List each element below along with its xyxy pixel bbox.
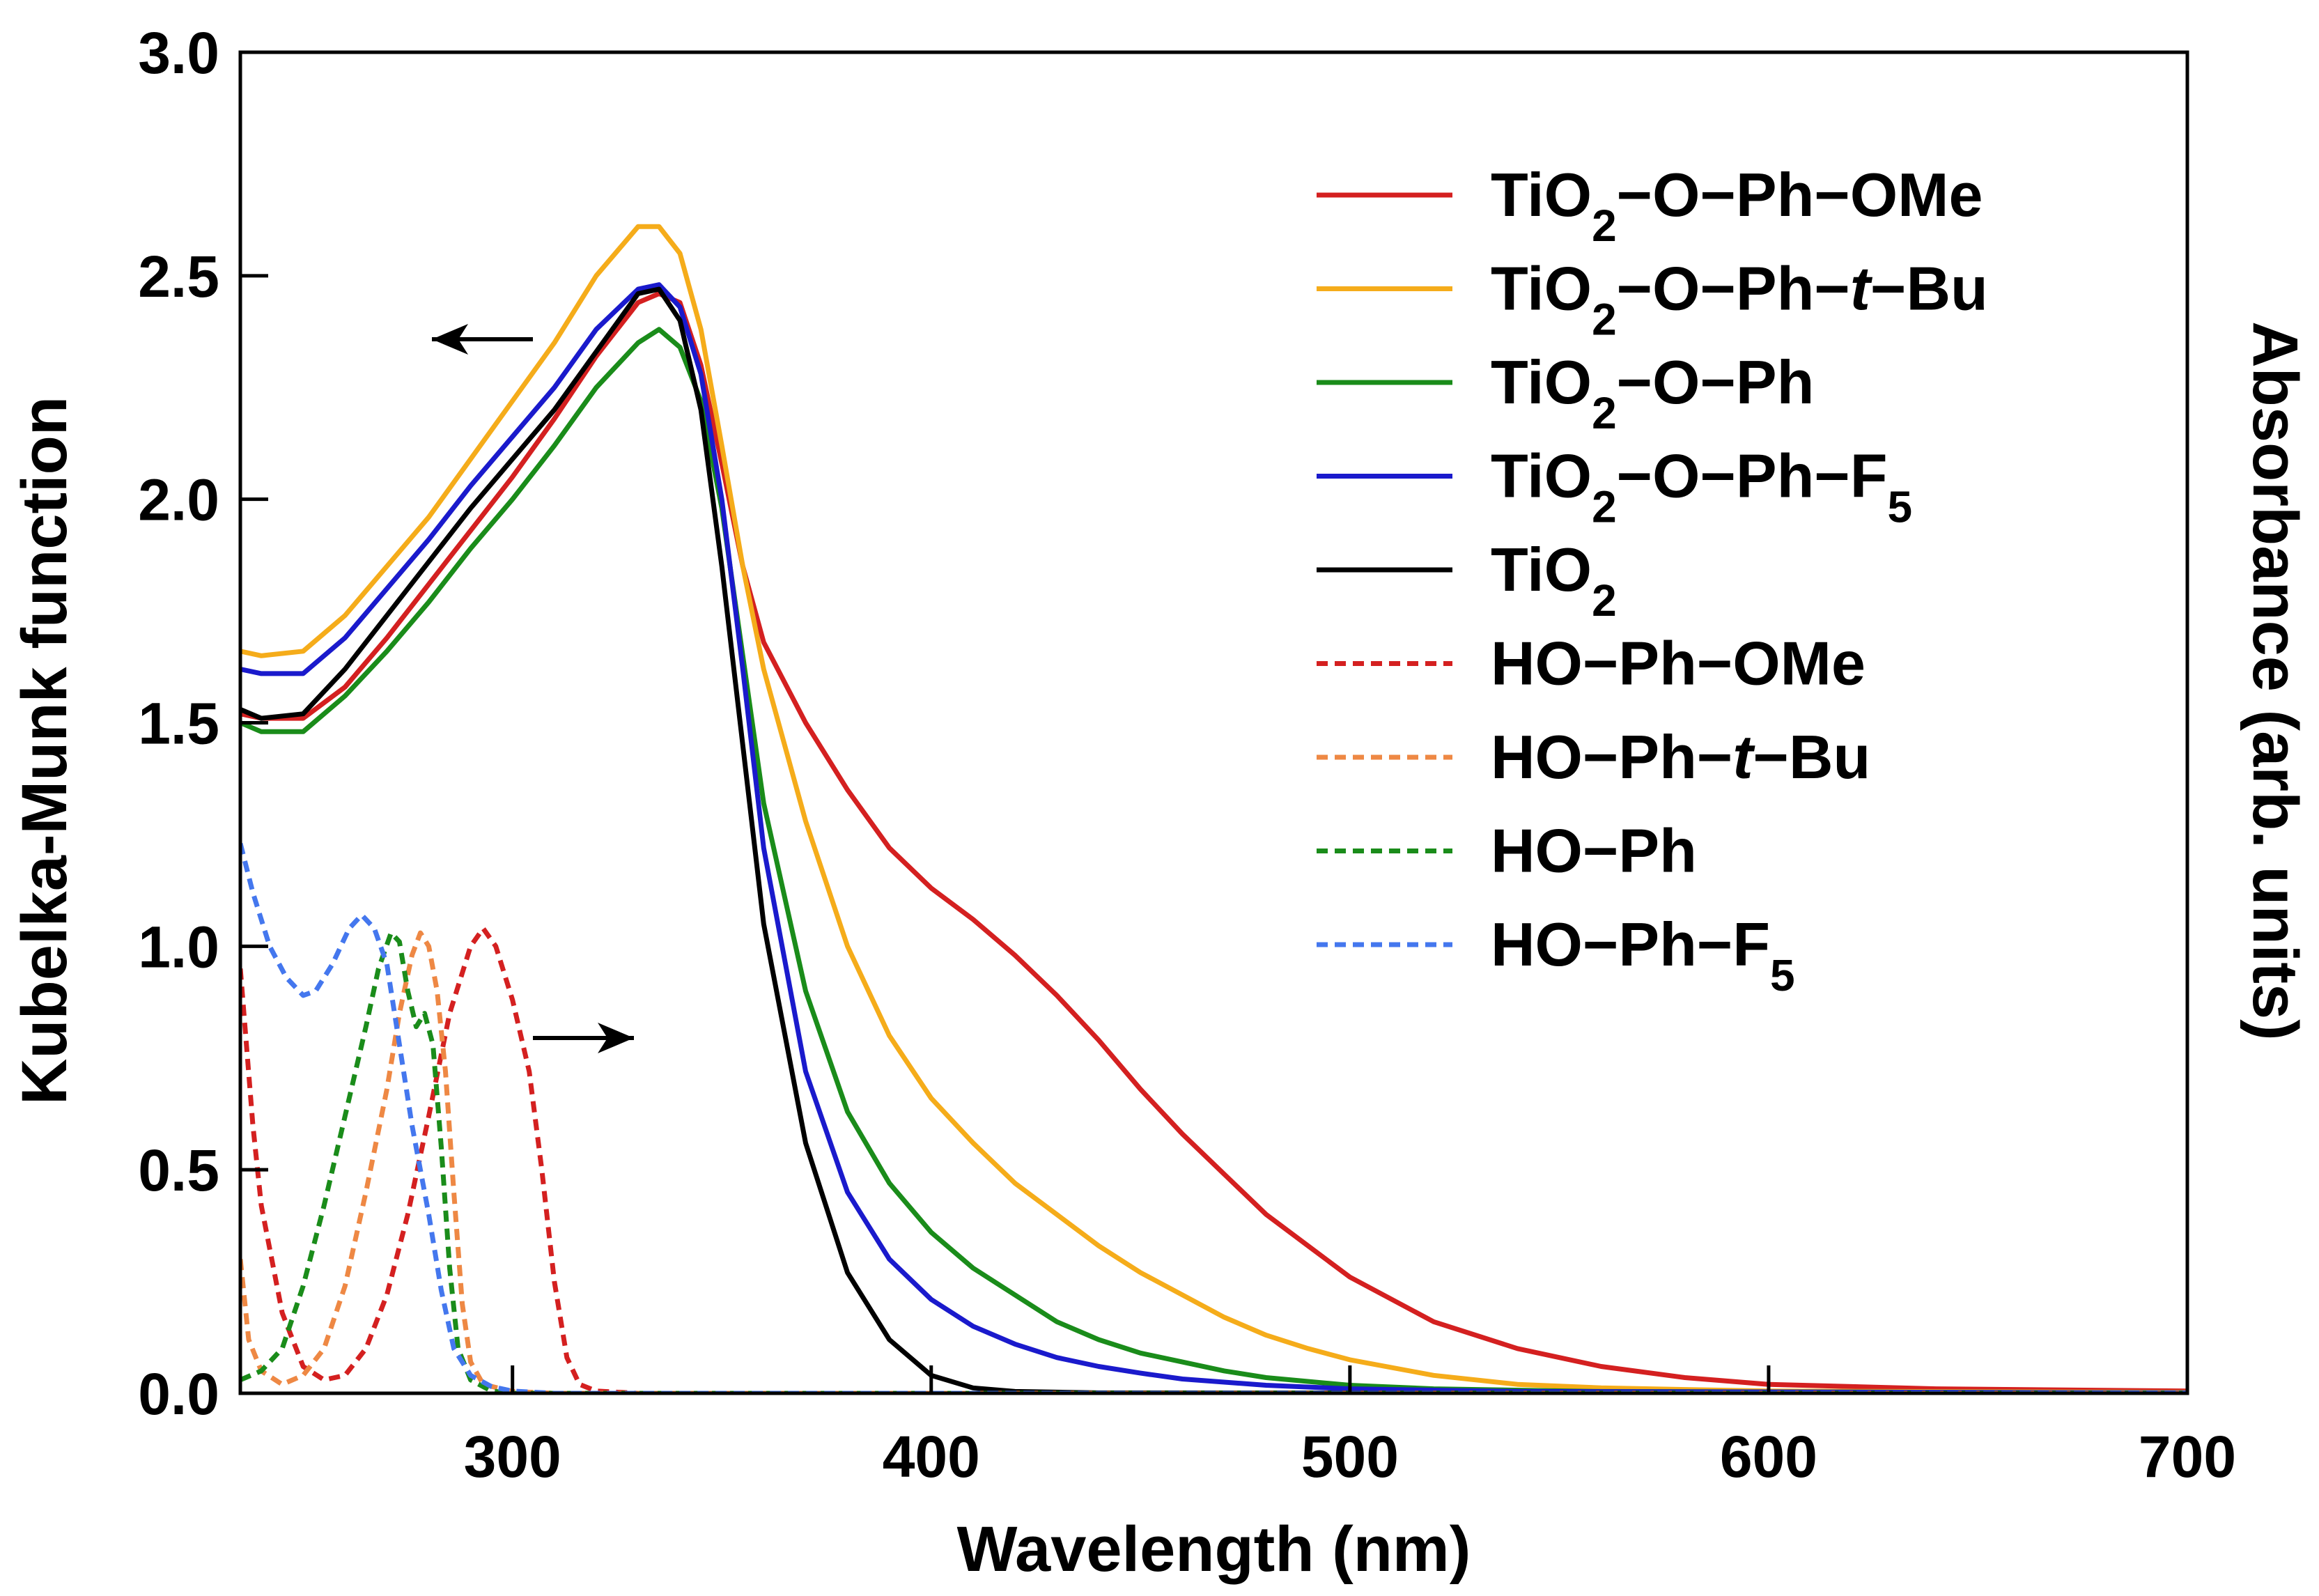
legend-label-2: TiO2−O−Ph: [1491, 348, 1814, 438]
y-tick-label: 0.5: [138, 1138, 219, 1203]
series-line-1: [240, 224, 2187, 1393]
series-line-4: [240, 286, 2187, 1393]
series-line-3: [240, 282, 2187, 1393]
labels-layer: 300 400 500 600 700 0.0 0.5 1.0 1.5 2.0 2.5 3.0: [138, 20, 2236, 1489]
y-tick-label: 1.0: [138, 914, 219, 979]
right-arrow-head: [598, 1023, 634, 1053]
series-line-6: [240, 930, 2187, 1393]
legend-label-4: TiO2: [1491, 535, 1617, 626]
y-tick-label: 2.5: [138, 244, 219, 309]
left-arrow-head: [432, 324, 468, 355]
series-layer: [240, 224, 2187, 1393]
legend-label-5: HO−Ph−OMe: [1491, 629, 1866, 698]
legend-label-6: HO−Ph−t−Bu: [1491, 722, 1870, 791]
series-line-8: [240, 842, 2187, 1393]
series-line-2: [240, 327, 2187, 1393]
arrows-layer: [432, 324, 634, 1053]
series-line-5: [240, 926, 2187, 1393]
y-tick-label: 1.5: [138, 691, 219, 757]
y-tick-label: 0.0: [138, 1361, 219, 1427]
y2-axis-label: Absorbance (arb. units): [2240, 321, 2311, 1041]
y-tick-label: 2.0: [138, 467, 219, 533]
x-tick-label: 300: [464, 1424, 561, 1489]
ticks-layer: [240, 50, 2189, 1395]
legend-label-8: HO−Ph−F5: [1491, 910, 1795, 1000]
series-line-7: [240, 930, 2187, 1393]
y-axis-label: Kubelka-Munk function: [9, 396, 80, 1105]
y-tick-label: 3.0: [138, 20, 219, 86]
legend-label-7: HO−Ph: [1491, 816, 1697, 885]
legend-label-3: TiO2−O−Ph−F5: [1491, 442, 1912, 532]
x-tick-label: 600: [1720, 1424, 1817, 1489]
x-tick-label: 500: [1301, 1424, 1399, 1489]
x-tick-label: 700: [2139, 1424, 2236, 1489]
x-axis-label: Wavelength (nm): [957, 1514, 1471, 1585]
series-line-0: [240, 291, 2187, 1393]
legend: TiO2−O−Ph−OMeTiO2−O−Ph−t−BuTiO2−O−PhTiO2…: [1317, 160, 1988, 1000]
x-tick-label: 400: [883, 1424, 980, 1489]
legend-label-1: TiO2−O−Ph−t−Bu: [1491, 254, 1988, 345]
legend-label-0: TiO2−O−Ph−OMe: [1491, 160, 1983, 251]
